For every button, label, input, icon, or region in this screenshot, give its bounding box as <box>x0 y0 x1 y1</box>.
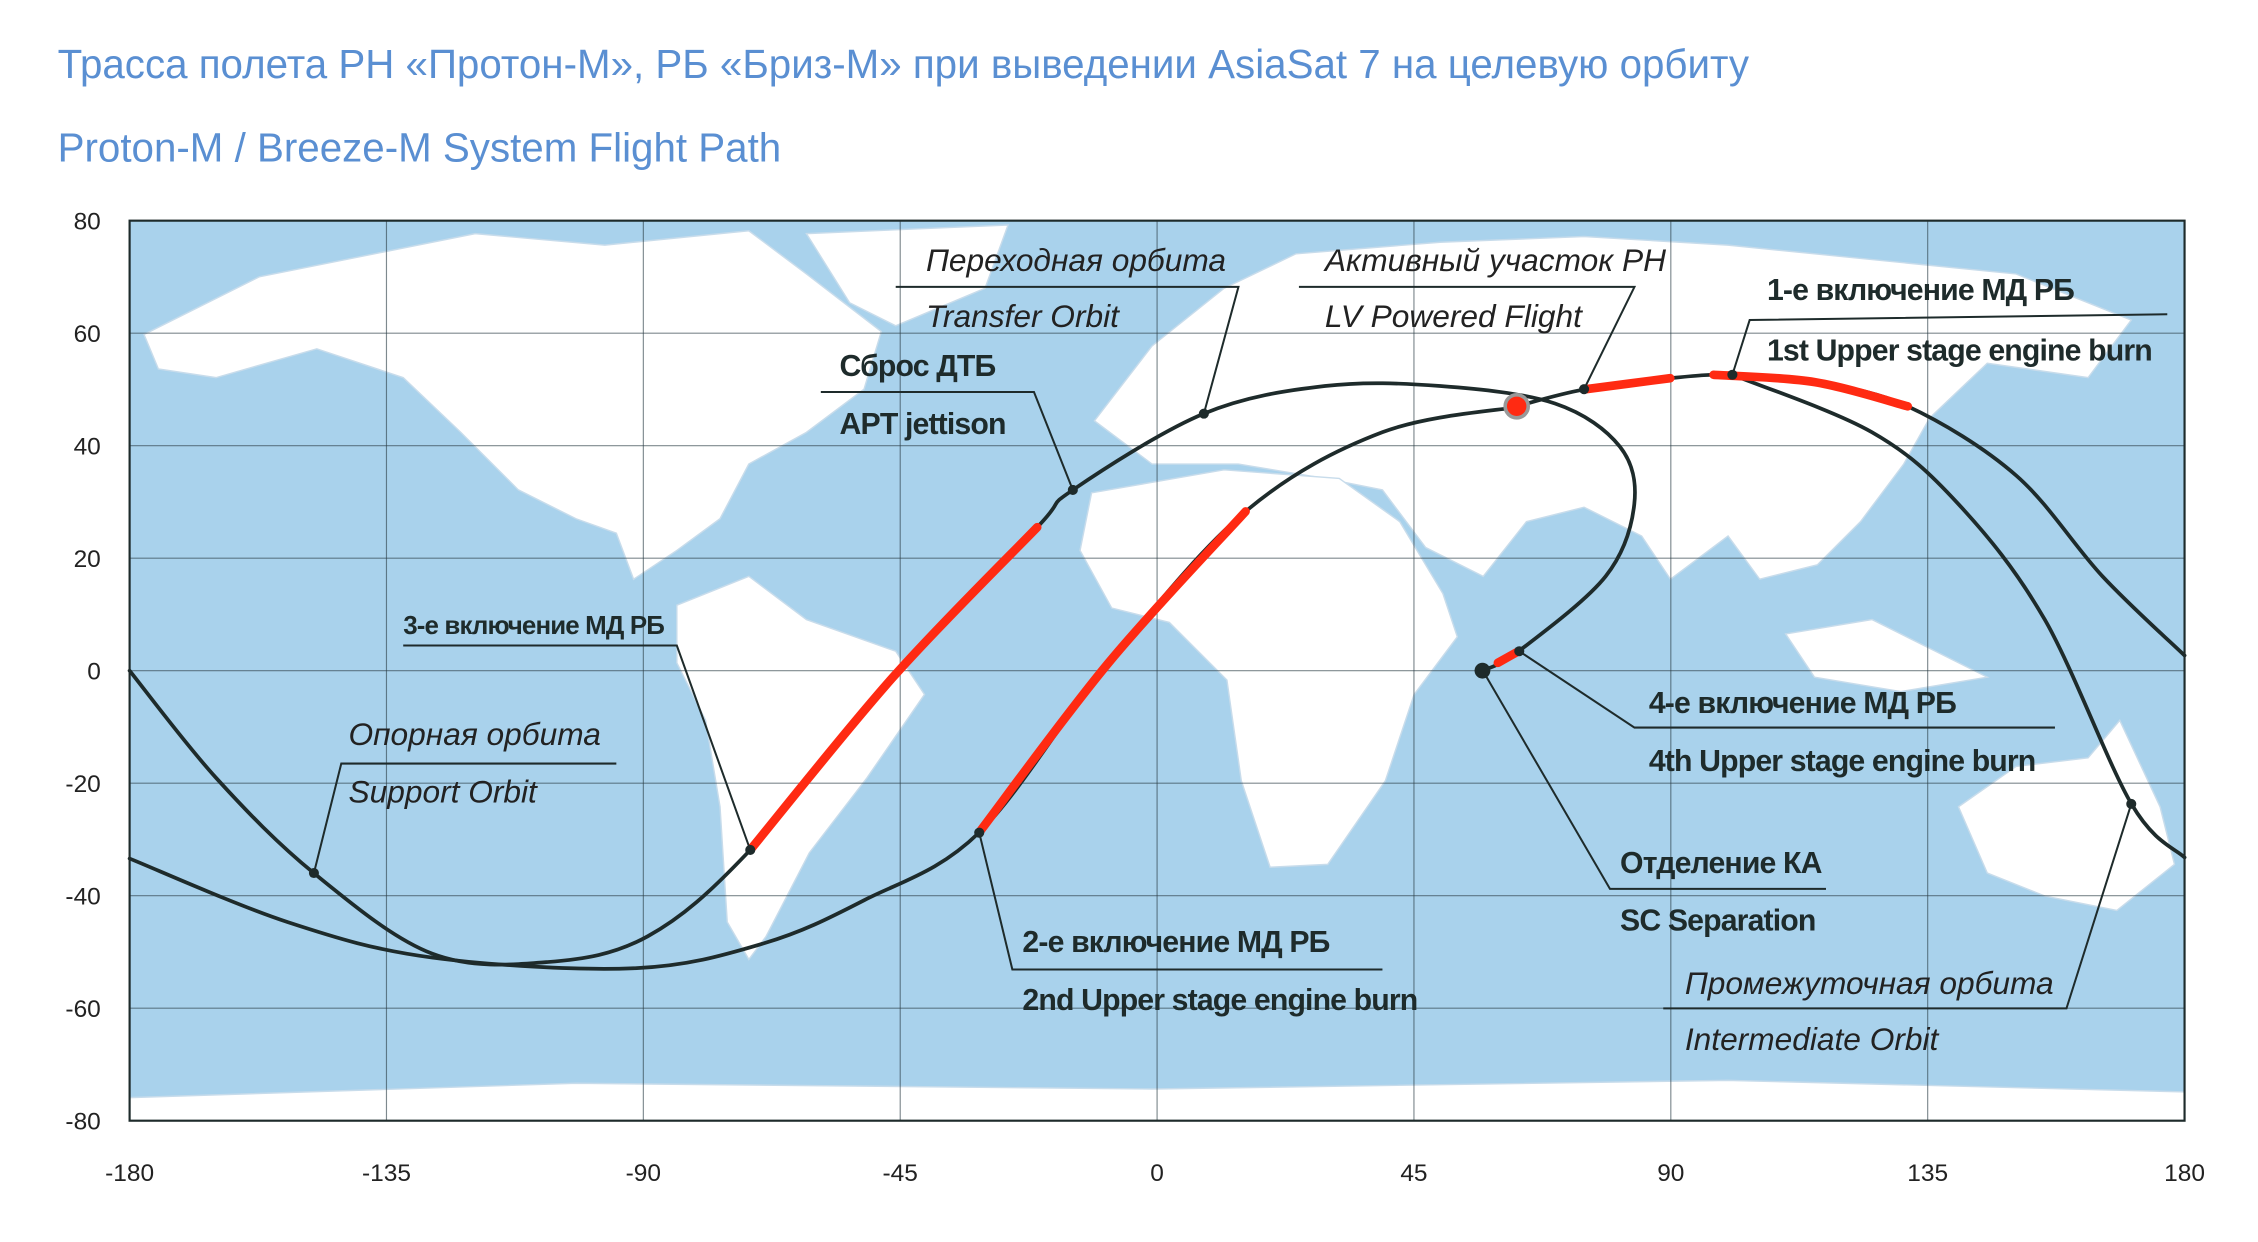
y-tick-label: 80 <box>74 208 101 235</box>
y-tick-label: -20 <box>65 771 100 798</box>
eurasia <box>1093 235 2133 581</box>
annotation: Intermediate Orbit <box>1685 1021 1940 1057</box>
x-tick-label: 0 <box>1150 1160 1164 1187</box>
title-ru: Трасса полета РН «Протон-М», РБ «Бриз-М»… <box>58 41 1750 87</box>
y-tick-label: -80 <box>65 1108 100 1135</box>
y-tick-label: 40 <box>74 433 101 460</box>
annotation: Активный участок РН <box>1323 242 1666 278</box>
pointer-dot <box>1514 646 1525 657</box>
indonesia <box>1784 618 1990 693</box>
x-tick-label: -45 <box>883 1160 918 1187</box>
annotation: APT jettison <box>840 408 1006 441</box>
x-tick-label: 90 <box>1657 1160 1684 1187</box>
y-tick-label: 20 <box>74 546 101 573</box>
annotations: Переходная орбита Transfer Orbit Активны… <box>308 242 2168 1057</box>
y-tick-label: -40 <box>65 883 100 910</box>
annotation: 3-е включение МД РБ <box>403 612 664 640</box>
annotation: 1-е включение МД РБ <box>1767 274 2074 307</box>
africa <box>1079 469 1459 868</box>
annotation: 2-е включение МД РБ <box>1022 926 1329 959</box>
annotation: Transfer Orbit <box>926 298 1120 334</box>
annotation: 2nd Upper stage engine burn <box>1022 984 1417 1017</box>
flight-track <box>127 404 1525 971</box>
leader <box>403 644 752 851</box>
leader <box>895 285 1240 414</box>
annotation: Опорная орбита <box>348 716 600 752</box>
greenland <box>805 224 1010 327</box>
leader <box>978 832 1383 971</box>
pointer-dots <box>308 369 2137 879</box>
leader <box>1298 285 1637 390</box>
y-tick-label: 60 <box>74 321 101 348</box>
north-america <box>143 230 883 581</box>
annotation: 4-е включение МД РБ <box>1649 687 1956 720</box>
leader <box>1663 803 2133 1010</box>
leader <box>1518 650 2055 729</box>
leader <box>1482 670 1826 890</box>
pointer-dot <box>308 867 319 879</box>
engine-burn <box>745 522 1042 855</box>
launch-site <box>1503 392 1531 420</box>
pointer-dot <box>974 827 985 838</box>
separation-point <box>1474 662 1491 679</box>
annotation: 4th Upper stage engine burn <box>1649 745 2036 778</box>
pointer-dot <box>1579 384 1590 395</box>
pointer-dot <box>2126 798 2137 809</box>
annotation: Сброс ДТБ <box>840 350 996 383</box>
x-tick-label: -135 <box>362 1160 411 1187</box>
y-tick-label: 0 <box>87 658 101 685</box>
pointer-dot <box>1198 408 1209 419</box>
title-en: Proton-M / Breeze-M System Flight Path <box>58 125 782 171</box>
pointer-dot <box>1727 369 1738 380</box>
x-tick-label: 135 <box>1907 1160 1948 1187</box>
annotation: SC Separation <box>1620 905 1815 938</box>
leader <box>820 391 1074 491</box>
engine-burn <box>974 507 1250 838</box>
annotation: Support Orbit <box>348 773 538 809</box>
x-tick-label: -90 <box>626 1160 661 1187</box>
pointer-dot <box>1067 484 1078 495</box>
leader <box>312 762 617 874</box>
pointer-dot <box>745 844 756 856</box>
x-tick-label: -180 <box>105 1160 154 1187</box>
annotation: LV Powered Flight <box>1325 298 1583 334</box>
annotation: Отделение КА <box>1620 847 1823 880</box>
x-tick-label: 45 <box>1400 1160 1427 1187</box>
annotation: Промежуточная орбита <box>1685 965 2054 1001</box>
x-tick-label: 180 <box>2164 1160 2205 1187</box>
australia <box>1957 719 2176 912</box>
tracks <box>127 370 2187 971</box>
y-tick-label: -60 <box>65 996 100 1023</box>
annotation: 1st Upper stage engine burn <box>1767 334 2152 367</box>
leader <box>1731 313 2168 376</box>
annotation: Переходная орбита <box>926 242 1226 278</box>
flight-track <box>127 381 1637 967</box>
